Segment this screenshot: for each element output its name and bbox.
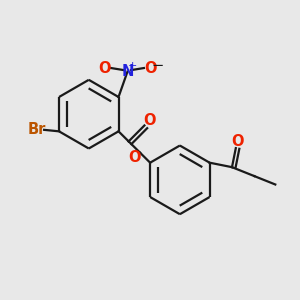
Text: O: O [98,61,110,76]
Text: O: O [145,61,157,76]
Text: −: − [151,58,164,73]
Text: Br: Br [28,122,46,137]
Text: O: O [143,113,155,128]
Text: N: N [121,64,134,79]
Text: O: O [128,151,141,166]
Text: +: + [128,61,137,71]
Text: O: O [231,134,243,149]
